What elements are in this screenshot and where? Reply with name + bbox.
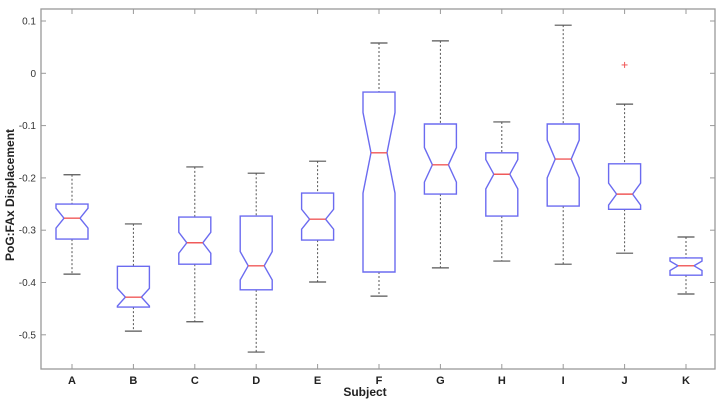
box-C [178, 166, 212, 323]
box-F [362, 42, 396, 297]
notched-box [300, 192, 335, 241]
boxes-layer [55, 24, 703, 353]
y-axis: 0.1 0 -0.1 -0.2 -0.3 -0.4 -0.5 [19, 17, 715, 341]
y-tick-label: -0.3 [19, 226, 37, 237]
box-D [239, 172, 273, 353]
y-tick-label: -0.1 [19, 121, 37, 132]
plot-frame [40, 8, 716, 370]
x-axis: A B C D E F G H I J K [68, 9, 690, 387]
notched-box [607, 163, 642, 210]
box-G [423, 40, 458, 269]
x-axis-title: Subject [343, 385, 386, 399]
box-B [116, 223, 151, 332]
notched-box [423, 123, 458, 195]
notched-box [178, 216, 212, 265]
box-I [546, 24, 580, 265]
y-tick-label: 0.1 [22, 17, 36, 28]
y-tick-label: -0.2 [19, 173, 37, 184]
box-K [669, 236, 703, 295]
x-tick-label: B [129, 375, 137, 387]
y-axis-title: PoG:FAx Displacement [3, 129, 17, 261]
box-A [55, 174, 89, 275]
x-tick-label: F [376, 375, 383, 387]
x-tick-label: K [682, 375, 690, 387]
notched-box [116, 265, 151, 308]
notched-box [546, 123, 580, 207]
notched-box [362, 91, 396, 273]
notched-box [669, 257, 703, 276]
y-tick-label: 0 [30, 69, 36, 80]
box-J [607, 61, 642, 254]
y-tick-label: -0.4 [19, 278, 37, 289]
x-tick-label: C [191, 375, 199, 387]
x-tick-label: G [436, 375, 445, 387]
x-tick-label: I [562, 375, 565, 387]
notched-box [239, 215, 273, 291]
box-H [485, 121, 519, 262]
x-tick-label: A [68, 375, 76, 387]
y-tick-label: -0.5 [19, 330, 37, 341]
notched-box [485, 152, 519, 217]
plot-border [40, 8, 716, 370]
x-tick-label: D [252, 375, 260, 387]
box-E [300, 160, 335, 283]
x-tick-label: J [622, 375, 628, 387]
x-tick-label: H [498, 375, 506, 387]
notched-box [55, 203, 89, 240]
x-tick-label: E [314, 375, 321, 387]
